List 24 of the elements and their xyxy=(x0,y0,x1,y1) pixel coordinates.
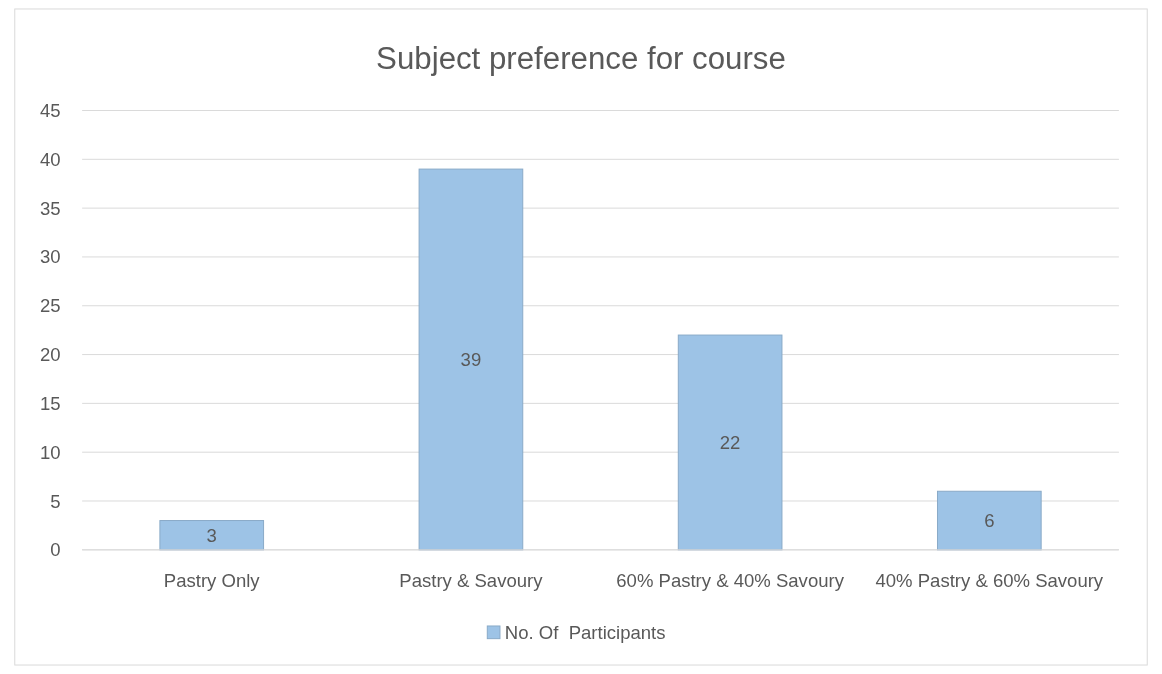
y-tick-label: 40 xyxy=(40,148,61,170)
legend-label: No. Of Participants xyxy=(504,622,666,644)
bar xyxy=(418,168,524,551)
y-tick-label: 25 xyxy=(40,295,61,317)
x-tick-label: 40% Pastry & 60% Savoury xyxy=(875,569,1104,591)
y-tick-label: 20 xyxy=(40,344,61,366)
bar xyxy=(159,520,265,551)
bar xyxy=(677,334,783,551)
y-tick-label: 0 xyxy=(50,539,61,561)
y-tick-label: 45 xyxy=(40,100,61,121)
x-tick-label: Pastry Only xyxy=(163,569,261,591)
x-tick-label: Pastry & Savoury xyxy=(399,569,544,591)
data-label: 22 xyxy=(719,431,741,453)
y-tick-label: 5 xyxy=(50,490,61,512)
y-tick-label: 30 xyxy=(40,246,61,268)
chart-title: Subject preference for course xyxy=(376,40,786,76)
data-label: 6 xyxy=(984,510,995,532)
bar xyxy=(936,490,1042,551)
y-tick-label: 10 xyxy=(40,441,61,463)
x-tick-label: 60% Pastry & 40% Savoury xyxy=(616,569,845,591)
y-tick-label: 15 xyxy=(40,392,61,414)
y-tick-label: 35 xyxy=(40,197,61,219)
data-label: 39 xyxy=(460,348,482,370)
data-label: 3 xyxy=(206,524,217,546)
